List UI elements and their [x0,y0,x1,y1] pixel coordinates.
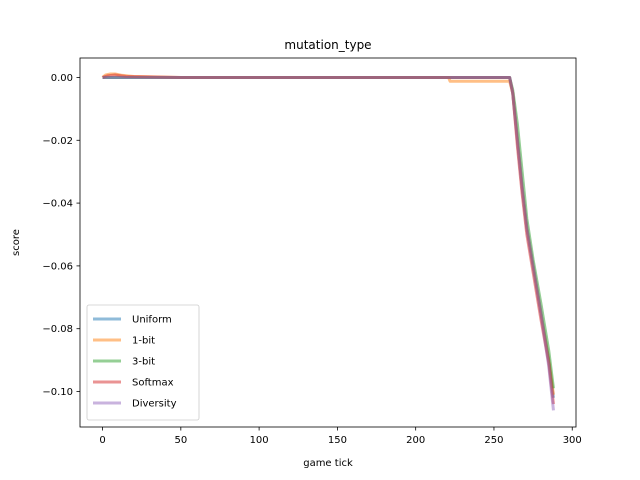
y-tick-label: −0.02 [42,136,73,147]
legend-entry-label: Softmax [132,378,174,389]
x-tick-label: 50 [174,435,187,446]
chart-title: mutation_type [284,38,371,52]
y-tick-label: 0.00 [51,73,73,84]
x-tick-label: 300 [563,435,582,446]
y-axis-ticks: 0.00 −0.02 −0.04 −0.06 −0.08 −0.10 [42,73,80,398]
x-tick-label: 150 [328,435,347,446]
series-line-diversity [102,75,555,411]
legend: Uniform 1-bit 3-bit Softmax Diversity [86,304,200,421]
y-tick-label: −0.06 [42,261,73,272]
series-layer [101,72,555,411]
x-tick-label: 100 [250,435,269,446]
legend-entry-label: 3-bit [132,357,155,368]
legend-entry-label: 1-bit [132,336,155,347]
axes-frame [79,57,577,428]
x-axis-ticks: 0 50 100 150 200 250 300 [99,427,582,446]
legend-entry-label: Uniform [132,315,172,326]
x-tick-label: 250 [484,435,503,446]
y-tick-label: −0.08 [42,324,73,335]
y-tick-label: −0.10 [42,387,73,398]
x-tick-label: 200 [406,435,425,446]
legend-box [86,304,200,421]
x-tick-label: 0 [99,435,105,446]
y-axis-label: score [11,229,22,256]
y-tick-label: −0.04 [42,199,73,210]
x-axis-label: game tick [303,458,353,469]
legend-entry-label: Diversity [132,399,177,410]
